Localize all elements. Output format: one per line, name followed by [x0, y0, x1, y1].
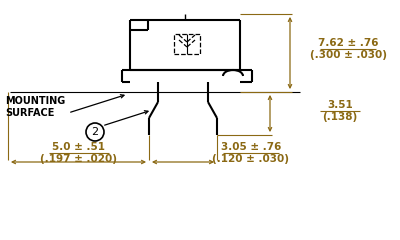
Text: (.138): (.138) [322, 112, 358, 121]
Text: MOUNTING
SURFACE: MOUNTING SURFACE [5, 96, 65, 118]
Bar [174, 34, 200, 54]
Text: 2: 2 [92, 127, 98, 137]
Text: 5.0 ± .51: 5.0 ± .51 [52, 142, 105, 152]
Text: 3.05 ± .76: 3.05 ± .76 [221, 142, 281, 152]
Text: 3.51: 3.51 [327, 100, 353, 109]
Text: (.197 ± .020): (.197 ± .020) [40, 154, 117, 164]
Text: (.120 ± .030): (.120 ± .030) [212, 154, 290, 164]
Text: 7.62 ± .76: 7.62 ± .76 [318, 38, 378, 48]
Text: (.300 ± .030): (.300 ± .030) [310, 50, 386, 60]
